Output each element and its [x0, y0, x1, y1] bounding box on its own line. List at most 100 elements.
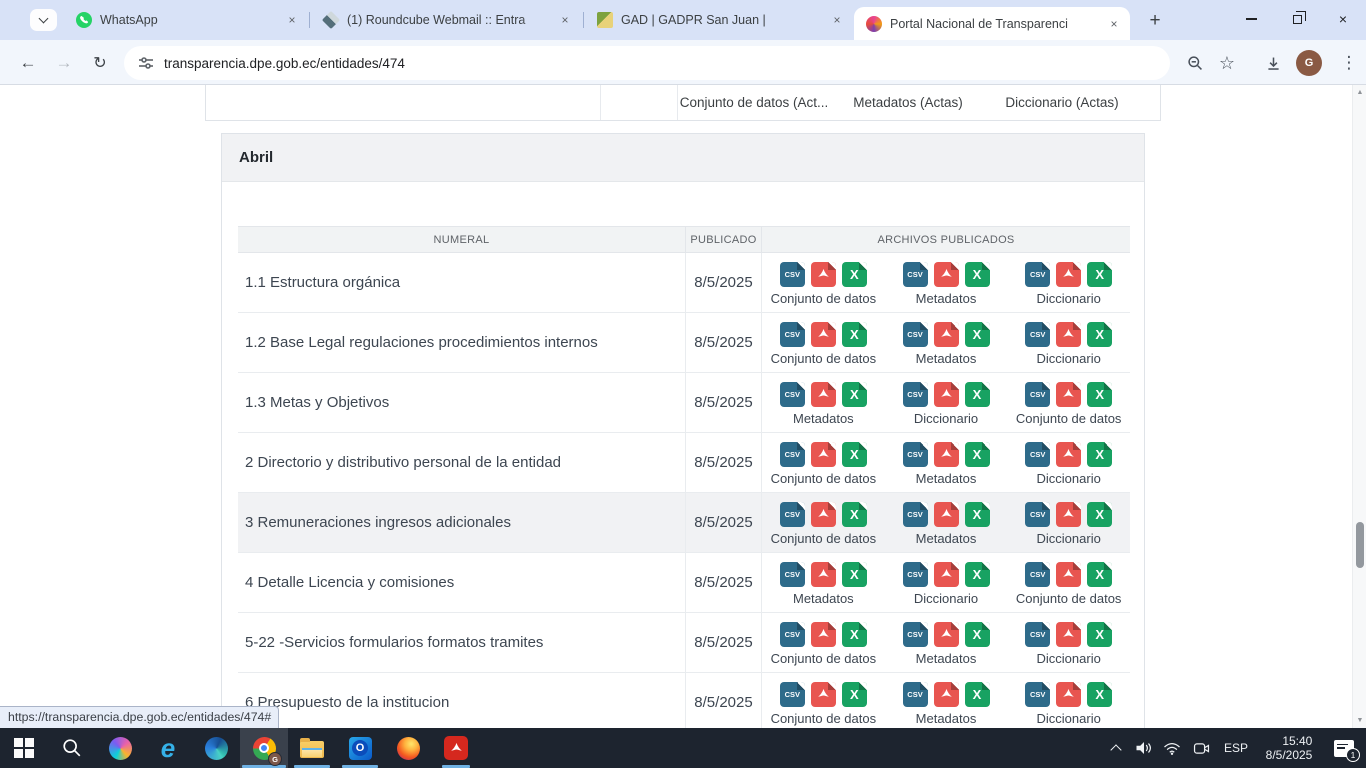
download-icon[interactable] — [1260, 50, 1286, 76]
file-group-label[interactable]: Conjunto de datos — [1015, 590, 1122, 606]
csv-file-icon[interactable]: CSV — [1025, 381, 1051, 407]
close-button[interactable]: × — [1338, 11, 1348, 27]
csv-file-icon[interactable]: CSV — [779, 621, 805, 647]
profile-avatar[interactable]: G — [1296, 50, 1322, 76]
forward-button[interactable]: → — [55, 53, 73, 72]
pdf-file-icon[interactable] — [1056, 561, 1082, 587]
xls-file-icon[interactable]: X — [964, 261, 990, 287]
file-group-label[interactable]: Diccionario — [1036, 530, 1101, 546]
file-group-label[interactable]: Metadatos (Actas) — [853, 95, 963, 110]
file-group-label[interactable]: Metadatos — [915, 650, 977, 666]
scroll-up-icon[interactable]: ▲ — [1356, 89, 1364, 96]
tab-close-icon[interactable]: × — [288, 13, 296, 27]
csv-file-icon[interactable]: CSV — [779, 381, 805, 407]
file-group-label[interactable]: Metadatos — [915, 470, 977, 486]
language-indicator[interactable]: ESP — [1223, 741, 1248, 755]
file-group-label[interactable]: Diccionario — [913, 590, 979, 606]
csv-file-icon[interactable]: CSV — [1025, 501, 1051, 527]
pdf-file-icon[interactable] — [933, 261, 959, 287]
pdf-file-icon[interactable] — [1056, 261, 1082, 287]
csv-file-icon[interactable]: CSV — [902, 321, 928, 347]
pdf-file-icon[interactable] — [810, 561, 836, 587]
xls-file-icon[interactable]: X — [841, 381, 867, 407]
pdf-file-icon[interactable] — [933, 321, 959, 347]
xls-file-icon[interactable]: X — [841, 561, 867, 587]
tab-whatsapp[interactable]: WhatsApp × — [64, 0, 308, 40]
file-group-label[interactable]: Conjunto de datos — [770, 710, 877, 726]
xls-file-icon[interactable]: X — [841, 681, 867, 707]
csv-file-icon[interactable]: CSV — [1025, 561, 1051, 587]
pdf-file-icon[interactable] — [810, 321, 836, 347]
pdf-file-icon[interactable] — [933, 681, 959, 707]
csv-file-icon[interactable]: CSV — [902, 441, 928, 467]
clock[interactable]: 15:40 8/5/2025 — [1256, 728, 1322, 768]
back-button[interactable]: ← — [19, 53, 37, 72]
tab-close-icon[interactable]: × — [1110, 16, 1118, 31]
taskbar-acrobat-button[interactable] — [432, 728, 480, 768]
pdf-file-icon[interactable] — [810, 261, 836, 287]
csv-file-icon[interactable]: CSV — [779, 261, 805, 287]
numeral-link[interactable]: 1.1 Estructura orgánica — [245, 274, 401, 291]
xls-file-icon[interactable]: X — [841, 621, 867, 647]
pdf-file-icon[interactable] — [810, 681, 836, 707]
xls-file-icon[interactable]: X — [1087, 501, 1113, 527]
url-text[interactable]: transparencia.dpe.gob.ec/entidades/474 — [164, 55, 405, 71]
csv-file-icon[interactable]: CSV — [902, 261, 928, 287]
tab-search-button[interactable] — [30, 9, 57, 31]
csv-file-icon[interactable]: CSV — [902, 621, 928, 647]
tab-gad[interactable]: GAD | GADPR San Juan | × — [585, 0, 853, 40]
zoom-icon[interactable] — [1182, 50, 1208, 76]
file-group-label[interactable]: Metadatos — [915, 350, 977, 366]
file-group-label[interactable]: Metadatos — [915, 530, 977, 546]
csv-file-icon[interactable]: CSV — [779, 681, 805, 707]
file-group-label[interactable]: Metadatos — [792, 410, 854, 426]
pdf-file-icon[interactable] — [1056, 621, 1082, 647]
file-group-label[interactable]: Conjunto de datos — [770, 650, 877, 666]
tray-meet-now-button[interactable] — [1186, 728, 1216, 768]
pdf-file-icon[interactable] — [933, 561, 959, 587]
file-group-label[interactable]: Metadatos — [915, 290, 977, 306]
xls-file-icon[interactable]: X — [964, 321, 990, 347]
pdf-file-icon[interactable] — [1056, 321, 1082, 347]
file-group-label[interactable]: Conjunto de datos — [770, 530, 877, 546]
file-group-label[interactable]: Diccionario — [1036, 650, 1101, 666]
csv-file-icon[interactable]: CSV — [779, 561, 805, 587]
xls-file-icon[interactable]: X — [841, 321, 867, 347]
scroll-down-icon[interactable]: ▼ — [1356, 717, 1364, 724]
action-center-button[interactable]: 1 — [1322, 728, 1366, 768]
numeral-link[interactable]: 4 Detalle Licencia y comisiones — [245, 574, 455, 591]
minimize-button[interactable] — [1228, 0, 1274, 38]
xls-file-icon[interactable]: X — [964, 621, 990, 647]
csv-file-icon[interactable]: CSV — [1025, 261, 1051, 287]
restore-button[interactable] — [1274, 0, 1320, 38]
start-button[interactable] — [0, 728, 48, 768]
site-info-icon[interactable] — [138, 55, 154, 71]
xls-file-icon[interactable]: X — [964, 681, 990, 707]
csv-file-icon[interactable]: CSV — [902, 381, 928, 407]
file-group-label[interactable]: Diccionario — [1036, 710, 1101, 726]
file-group-label[interactable]: Conjunto de datos — [770, 350, 877, 366]
xls-file-icon[interactable]: X — [841, 441, 867, 467]
reload-button[interactable]: ↻ — [93, 55, 107, 72]
vertical-scrollbar[interactable]: ▲ ▼ — [1352, 85, 1366, 728]
pdf-file-icon[interactable] — [1056, 381, 1082, 407]
csv-file-icon[interactable]: CSV — [779, 441, 805, 467]
scrollbar-thumb[interactable] — [1356, 522, 1364, 568]
csv-file-icon[interactable]: CSV — [779, 501, 805, 527]
xls-file-icon[interactable]: X — [1087, 261, 1113, 287]
tab-close-icon[interactable]: × — [561, 13, 569, 27]
file-group-label[interactable]: Conjunto de datos — [770, 290, 877, 306]
tray-show-hidden-button[interactable] — [1102, 728, 1130, 768]
menu-icon[interactable]: ⋮ — [1340, 53, 1358, 72]
tray-volume-button[interactable] — [1130, 728, 1158, 768]
file-group-label[interactable]: Metadatos — [792, 590, 854, 606]
csv-file-icon[interactable]: CSV — [902, 681, 928, 707]
xls-file-icon[interactable]: X — [964, 441, 990, 467]
csv-file-icon[interactable]: CSV — [902, 501, 928, 527]
new-tab-button[interactable]: + — [1149, 10, 1161, 31]
pdf-file-icon[interactable] — [810, 441, 836, 467]
pdf-file-icon[interactable] — [1056, 501, 1082, 527]
xls-file-icon[interactable]: X — [1087, 381, 1113, 407]
pdf-file-icon[interactable] — [933, 381, 959, 407]
file-group-label[interactable]: Diccionario — [1036, 290, 1101, 306]
